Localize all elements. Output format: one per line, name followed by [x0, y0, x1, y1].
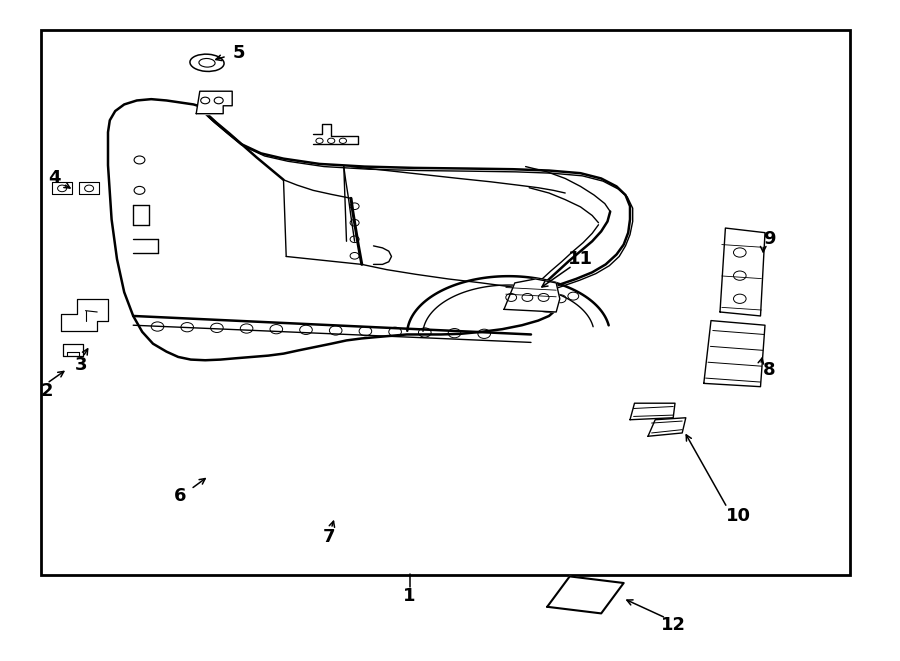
Text: 9: 9: [763, 230, 776, 249]
Text: 10: 10: [725, 506, 751, 525]
Text: 1: 1: [403, 587, 416, 605]
Text: 3: 3: [75, 356, 87, 374]
Polygon shape: [79, 182, 99, 194]
Polygon shape: [61, 299, 108, 330]
Polygon shape: [196, 91, 232, 114]
Polygon shape: [547, 576, 624, 613]
Polygon shape: [313, 124, 358, 144]
Text: 2: 2: [40, 382, 53, 401]
Polygon shape: [63, 344, 83, 356]
Polygon shape: [630, 403, 675, 420]
Text: 6: 6: [174, 486, 186, 505]
Text: 5: 5: [232, 44, 245, 62]
Polygon shape: [704, 321, 765, 387]
Polygon shape: [648, 418, 686, 436]
Text: 11: 11: [568, 250, 593, 268]
Text: 7: 7: [322, 527, 335, 546]
Text: 12: 12: [661, 615, 686, 634]
Polygon shape: [504, 279, 560, 312]
Ellipse shape: [199, 58, 215, 67]
Text: 4: 4: [48, 169, 60, 188]
Ellipse shape: [190, 54, 224, 71]
Polygon shape: [720, 228, 765, 316]
Text: 8: 8: [763, 361, 776, 379]
Bar: [40, 30, 850, 575]
Polygon shape: [52, 182, 72, 194]
